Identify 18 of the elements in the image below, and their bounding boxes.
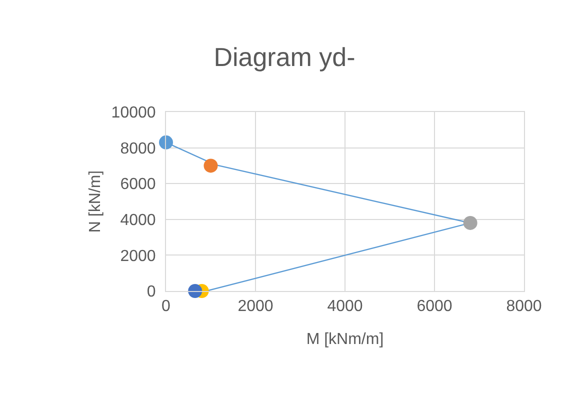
y-axis-title: N [kN/m] [87, 170, 104, 233]
chart-title: Diagram yd- [214, 42, 356, 72]
y-tick-label: 8000 [120, 140, 156, 158]
y-tick-label: 6000 [120, 176, 156, 194]
point [159, 135, 173, 150]
x-tick-label: 0 [162, 298, 171, 316]
point [204, 158, 218, 173]
x-tick-label: 2000 [238, 298, 274, 316]
y-tick-label: 4000 [120, 212, 156, 229]
y-tick-label: 2000 [120, 248, 156, 265]
x-tick-label: 6000 [416, 298, 452, 316]
point [463, 216, 478, 230]
x-tick-label: 4000 [327, 298, 363, 316]
x-axis-title: M [kNm/m] [306, 330, 384, 348]
y-tick-label: 10000 [111, 104, 156, 122]
y-tick-label: 0 [146, 284, 156, 301]
point [188, 284, 202, 298]
x-tick-label: 8000 [506, 298, 542, 316]
